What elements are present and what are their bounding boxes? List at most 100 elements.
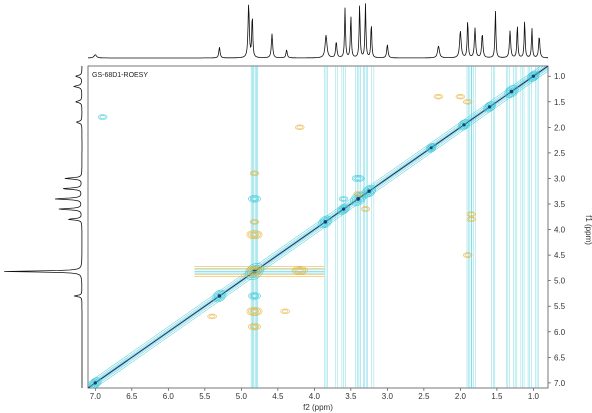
diagonal-peak-contour <box>529 72 538 80</box>
cross-peak-contour <box>249 308 260 315</box>
cross-peak <box>207 313 217 320</box>
diagonal-peak-contour <box>245 263 264 280</box>
cross-peak-contour <box>291 265 308 275</box>
diagonal-peak-core <box>217 294 222 298</box>
diagonal-peak-contour <box>508 89 515 94</box>
diagonal-peak-core <box>341 207 346 211</box>
column-trace <box>506 66 510 388</box>
cross-peak-contour <box>97 114 108 120</box>
cross-peak-contour <box>468 212 475 217</box>
diagonal-peak-contour <box>318 215 333 229</box>
cross-peak-contour <box>353 191 363 197</box>
y-tick-label: 1.5 <box>554 98 566 107</box>
cross-peak-contour <box>360 206 371 212</box>
column-trace <box>491 66 496 388</box>
cross-peak <box>351 174 365 183</box>
column-trace <box>520 66 525 388</box>
diagonal-peak-core <box>93 381 97 385</box>
diagonal-peak-contour <box>484 102 495 112</box>
column-trace <box>535 66 539 388</box>
cross-peak-contour <box>296 268 303 273</box>
f2-projection-spectrum <box>88 3 549 59</box>
cross-peak <box>360 206 371 212</box>
cross-peak-contour <box>99 115 106 119</box>
diagonal-peak-contour <box>427 144 435 151</box>
cross-peak-contour <box>340 197 347 201</box>
diagonal-peak-contour <box>92 380 98 386</box>
cross-peak-contour <box>251 294 258 298</box>
cross-peak-contour <box>248 266 261 275</box>
f1-projection-trace <box>4 66 83 388</box>
diagonal-peak <box>89 377 102 388</box>
diagonal-contour <box>88 66 542 384</box>
cross-peak-contour <box>251 232 258 237</box>
y-tick-label: 2.5 <box>554 149 566 158</box>
diagonal-peak-contour <box>457 119 471 131</box>
cross-peak-contour <box>293 266 307 275</box>
cross-peak-contour <box>251 309 258 314</box>
cross-peak <box>462 252 473 258</box>
diagonal-peak-contour <box>215 292 224 300</box>
diagonal-contour <box>88 66 545 386</box>
diagonal-peak-contour <box>341 206 347 212</box>
cross-peak-contour <box>248 307 261 315</box>
diagonal-peak-contour <box>461 122 467 128</box>
diagonal-peak-contour <box>90 378 101 388</box>
cross-peak-contour <box>246 230 263 240</box>
diagonal-peak-contour <box>459 120 469 130</box>
cross-peak-contour <box>251 220 258 224</box>
diagonal-peak-core <box>531 74 535 78</box>
y-tick-label: 7.0 <box>554 379 566 388</box>
diagonal-peak-contour <box>530 73 536 79</box>
cross-peak-contour <box>251 197 258 201</box>
cross-peak-contour <box>355 191 362 196</box>
column-trace <box>341 66 346 388</box>
diagonal-peak-contour <box>89 377 102 388</box>
diagonal-peak <box>337 203 350 215</box>
x-tick-label: 1.5 <box>491 392 503 401</box>
diagonal-peak-core <box>323 220 328 224</box>
diagonal-peak-contour <box>355 196 362 202</box>
diagonal-contour <box>88 66 547 387</box>
column-trace <box>371 66 375 388</box>
cross-peak-contour <box>249 267 260 274</box>
cross-peak-contour <box>351 174 365 183</box>
diagonal-peak-core <box>488 105 492 109</box>
cross-peak-contour <box>246 306 263 316</box>
column-trace <box>513 66 518 388</box>
cross-peak <box>295 124 305 131</box>
cross-peak-contour <box>295 124 305 131</box>
diagonal-peak <box>425 142 437 153</box>
cross-peak-contour <box>209 314 216 319</box>
cross-peak-contour <box>248 231 261 239</box>
y-tick-label: 5.0 <box>554 277 566 286</box>
cross-peak <box>248 292 261 300</box>
diagonal-peak-core <box>356 197 360 201</box>
cross-peak-contour <box>433 93 444 100</box>
f2-axis-label: f2 (ppm) <box>303 403 333 412</box>
cross-peak-contour <box>455 93 466 100</box>
f1-projection-spectrum <box>4 66 83 388</box>
diagonal-peak <box>212 289 227 303</box>
column-trace <box>335 66 338 388</box>
cross-peak <box>249 170 260 177</box>
diagonal-peak-contour <box>426 143 436 152</box>
diagonal-peak-contour <box>506 86 517 97</box>
cross-peak <box>246 306 263 316</box>
diagonal-peak-contour <box>363 186 375 197</box>
diagonal-center <box>88 66 548 388</box>
column-trace <box>527 66 532 388</box>
cross-peak-contour <box>464 253 471 257</box>
cross-peak-contour <box>468 217 475 222</box>
cross-peak <box>338 196 349 202</box>
x-tick-label: 2.0 <box>455 392 467 401</box>
cross-peak-contour <box>280 308 290 315</box>
x-tick-label: 7.0 <box>90 392 102 401</box>
diagonal-peak-contour <box>338 204 349 214</box>
cross-peak <box>248 323 261 331</box>
diagonal-peak-contour <box>216 293 223 299</box>
cross-peak-contour <box>355 176 362 181</box>
y-tick-label: 2.0 <box>554 123 566 132</box>
cross-peak-contour <box>295 267 305 274</box>
column-trace <box>355 66 361 388</box>
